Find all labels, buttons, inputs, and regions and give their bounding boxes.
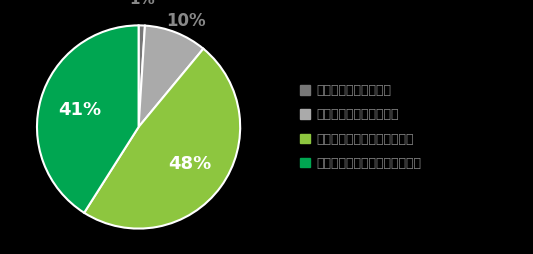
Text: 41%: 41% — [59, 101, 102, 119]
Wedge shape — [139, 25, 145, 127]
Text: 48%: 48% — [168, 155, 211, 173]
Legend: とても改善したと思う, まあまあ改善したと思う, あまり改善していないと思う, まったく改嚄していないと思う: とても改善したと思う, まあまあ改善したと思う, あまり改善していないと思う, … — [296, 80, 425, 174]
Wedge shape — [84, 49, 240, 229]
Wedge shape — [139, 26, 204, 127]
Wedge shape — [37, 25, 139, 213]
Text: 1%: 1% — [130, 0, 155, 7]
Text: 10%: 10% — [166, 12, 205, 30]
